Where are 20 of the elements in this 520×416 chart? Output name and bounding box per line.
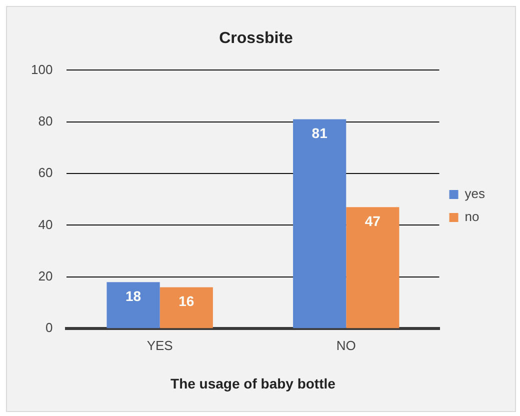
y-tick-label: 0 bbox=[45, 320, 53, 336]
y-tick-label: 40 bbox=[38, 216, 53, 232]
y-tick-label: 60 bbox=[38, 165, 53, 180]
legend-label: yes bbox=[464, 186, 486, 202]
chart-title: Crossbite bbox=[219, 30, 293, 48]
bar bbox=[346, 207, 400, 328]
data-label: 18 bbox=[126, 288, 142, 304]
x-tick-label: NO bbox=[336, 338, 356, 353]
x-tick-label: YES bbox=[146, 338, 174, 353]
y-tick-label: 80 bbox=[38, 113, 53, 128]
y-tick-label: 20 bbox=[38, 268, 53, 284]
data-label: 16 bbox=[178, 293, 194, 310]
data-label: 81 bbox=[312, 125, 328, 142]
bar bbox=[160, 287, 213, 328]
data-label: 47 bbox=[364, 213, 381, 230]
legend-label: no bbox=[464, 209, 480, 224]
y-tick-label: 100 bbox=[30, 62, 53, 77]
bar bbox=[106, 282, 160, 328]
x-axis-title: The usage of baby bottle bbox=[170, 375, 336, 392]
bar bbox=[293, 119, 346, 328]
